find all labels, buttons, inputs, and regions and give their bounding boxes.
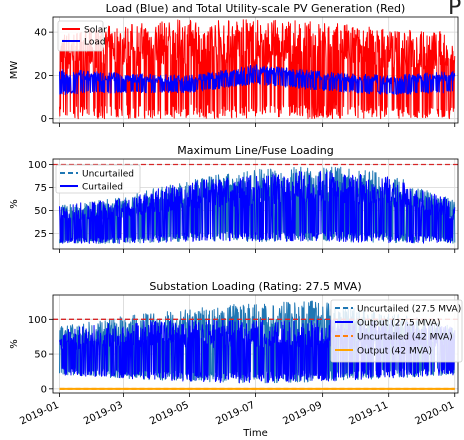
x-tick-label: 2019-05 (148, 400, 191, 428)
y-tick-label: 20 (34, 71, 47, 82)
y-tick-label: 100 (28, 315, 47, 326)
y-tick-label: 50 (34, 350, 47, 361)
y-tick-label: 40 (34, 28, 47, 39)
panel-title: Substation Loading (Rating: 27.5 MVA) (149, 280, 361, 293)
legend-entry-label: Output (27.5 MVA) (357, 319, 441, 329)
x-axis-label: Time (242, 428, 267, 439)
x-tick-label: 2019-11 (347, 400, 390, 428)
legend-entry-label: Output (42 MVA) (357, 347, 432, 357)
legend: Uncurtailed (27.5 MVA) Output (27.5 MVA) U… (330, 299, 463, 363)
y-tick-label: 0 (41, 114, 47, 125)
legend: Solar Load (57, 20, 107, 52)
x-tick-label: 2019-03 (82, 400, 125, 428)
y-axis-label: % (9, 199, 20, 209)
y-axis-label: % (9, 339, 20, 349)
legend-entry-label: Solar (84, 26, 107, 36)
panel-1: 0 20 40 Load (Blue) and Total Utility-scale… (9, 2, 459, 127)
x-tick-label: 2019-01 (18, 400, 61, 428)
panel-3: 0 50 100 Substation Loading (Rating: 27.5 M… (9, 280, 463, 397)
legend: Uncurtailed Curtailed (55, 164, 141, 194)
x-tick-label: 2019-07 (214, 400, 257, 428)
series-line-curtailed (59, 170, 456, 244)
y-tick-label: 100 (28, 160, 47, 171)
y-tick-label: 50 (34, 206, 47, 217)
plot-area (59, 166, 456, 244)
legend-entry-label: Uncurtailed (27.5 MVA) (357, 305, 461, 315)
series-line-load (59, 64, 456, 96)
legend-box (330, 299, 463, 363)
panel-title: Load (Blue) and Total Utility-scale PV G… (106, 2, 406, 15)
panel-2: 25 50 75 100 Maximum Line/Fuse Loading% Uncur… (9, 144, 459, 253)
y-tick-label: 25 (34, 229, 47, 240)
legend-entry-label: Uncurtailed (82, 170, 134, 180)
x-tick-label: 2020-01 (413, 400, 456, 428)
plot-area (59, 19, 456, 120)
legend-entry-label: Uncurtailed (42 MVA) (357, 333, 453, 343)
x-tick-label: 2019-09 (281, 400, 324, 428)
corner-glyph: P (448, 0, 462, 20)
y-axis-label: MW (9, 61, 20, 80)
panel-title: Maximum Line/Fuse Loading (177, 144, 333, 157)
legend-entry-label: Curtailed (82, 183, 123, 193)
y-tick-label: 0 (41, 384, 47, 395)
legend-entry-label: Load (84, 38, 106, 48)
y-tick-label: 75 (34, 183, 47, 194)
